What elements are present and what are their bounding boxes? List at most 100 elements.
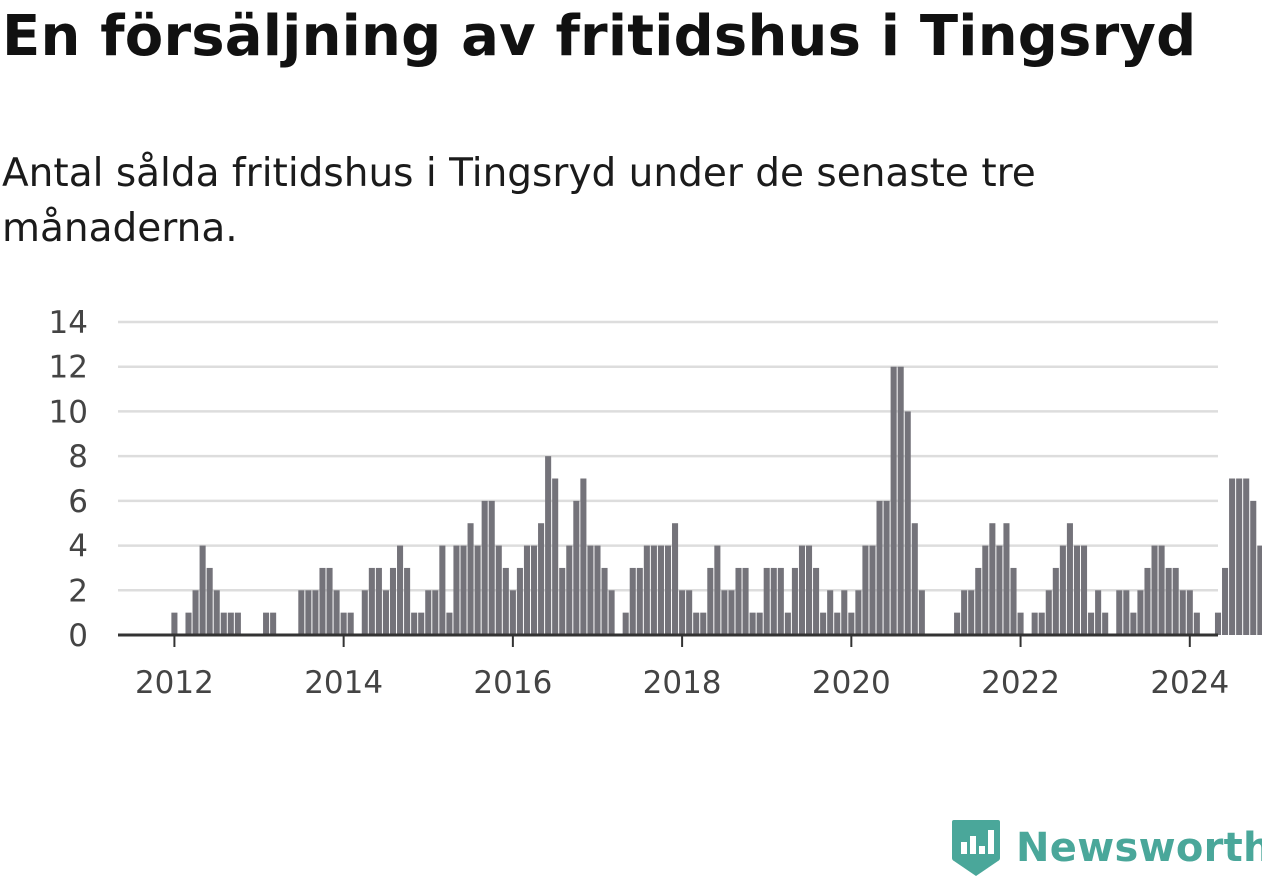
bar <box>784 612 791 635</box>
bar-chart-speech-bubble-icon <box>952 820 1000 876</box>
bar <box>707 567 714 635</box>
bar <box>523 545 531 635</box>
bar <box>227 612 234 635</box>
x-tick-label: 2018 <box>643 665 722 701</box>
bar <box>439 545 446 635</box>
bar <box>1186 590 1193 635</box>
bar <box>382 590 389 635</box>
newsworthy-brand[interactable]: Newsworthy <box>950 818 1262 878</box>
bar <box>552 478 559 635</box>
bar <box>488 500 495 635</box>
chart-title: En försäljning av fritidshus i Tingsryd <box>2 4 1197 69</box>
bar <box>1222 567 1229 635</box>
x-axis: 20122014201620182020202220242026 <box>118 633 1229 701</box>
bar <box>263 612 270 635</box>
bar <box>756 612 763 635</box>
bar <box>975 567 982 635</box>
bar <box>897 366 904 635</box>
x-tick-label: 2024 <box>1150 665 1229 701</box>
bar <box>594 545 601 635</box>
bar <box>883 500 890 635</box>
bar <box>502 567 509 635</box>
bar <box>954 612 961 635</box>
bar <box>1165 567 1172 635</box>
y-tick-label: 12 <box>49 350 88 386</box>
bar <box>566 545 573 635</box>
bar <box>1243 478 1250 635</box>
bar <box>298 590 305 635</box>
gridlines <box>118 320 1218 592</box>
bar <box>389 567 397 635</box>
bar <box>270 612 277 635</box>
bar <box>333 590 340 635</box>
bar <box>721 590 728 635</box>
bar <box>1123 590 1130 635</box>
bar <box>213 590 220 635</box>
bar <box>1010 567 1017 635</box>
bar <box>1151 545 1158 635</box>
bar <box>672 523 679 635</box>
x-tick-label: 2012 <box>135 665 214 701</box>
bar <box>1172 567 1179 635</box>
bar <box>791 567 798 635</box>
bar <box>418 612 425 635</box>
bar <box>587 545 594 635</box>
bar <box>326 567 333 635</box>
bar <box>171 612 178 635</box>
bar-series <box>171 366 1262 635</box>
bar <box>657 545 664 635</box>
bar <box>573 500 580 635</box>
x-tick-label: 2022 <box>981 665 1060 701</box>
bar <box>876 500 883 635</box>
bar <box>545 456 552 635</box>
bar <box>989 523 996 635</box>
bar <box>664 545 672 635</box>
bar <box>1080 545 1088 635</box>
bar <box>340 612 347 635</box>
bar <box>185 612 192 635</box>
bar <box>770 567 777 635</box>
x-tick-label: 2020 <box>812 665 891 701</box>
bar <box>516 567 523 635</box>
bar <box>192 590 199 635</box>
bar <box>622 612 629 635</box>
bar <box>798 545 806 635</box>
bar <box>481 500 488 635</box>
bar <box>1045 590 1052 635</box>
bar <box>742 567 749 635</box>
bar <box>1193 612 1200 635</box>
y-tick-label: 0 <box>68 618 88 654</box>
bar <box>1088 612 1095 635</box>
bar <box>404 567 411 635</box>
bar <box>728 590 735 635</box>
bar <box>467 523 474 635</box>
bar <box>827 590 834 635</box>
bar <box>1066 523 1073 635</box>
bar <box>234 612 241 635</box>
bar <box>848 612 855 635</box>
bar <box>643 545 650 635</box>
bar <box>1257 545 1262 635</box>
bar <box>474 545 481 635</box>
x-tick-label: 2016 <box>473 665 552 701</box>
bar <box>1102 612 1109 635</box>
bar <box>530 545 538 635</box>
bar <box>636 567 643 635</box>
y-tick-label: 6 <box>68 484 88 520</box>
x-tick-label: 2014 <box>304 665 383 701</box>
y-tick-label: 8 <box>68 439 88 475</box>
bar <box>608 590 615 635</box>
bar <box>361 590 368 635</box>
bar <box>495 545 502 635</box>
bar <box>397 545 404 635</box>
bar <box>904 411 911 635</box>
bar <box>686 590 693 635</box>
bar-chart: 0 2 4 6 8 10 12 14 2012 2014 2016 2018 2020 2022 2024… <box>49 305 1262 701</box>
bar <box>432 590 439 635</box>
bar <box>1229 478 1236 635</box>
bar <box>1003 523 1010 635</box>
bar <box>1137 590 1144 635</box>
bar <box>220 612 227 635</box>
bar <box>1130 612 1137 635</box>
bar <box>199 545 206 635</box>
